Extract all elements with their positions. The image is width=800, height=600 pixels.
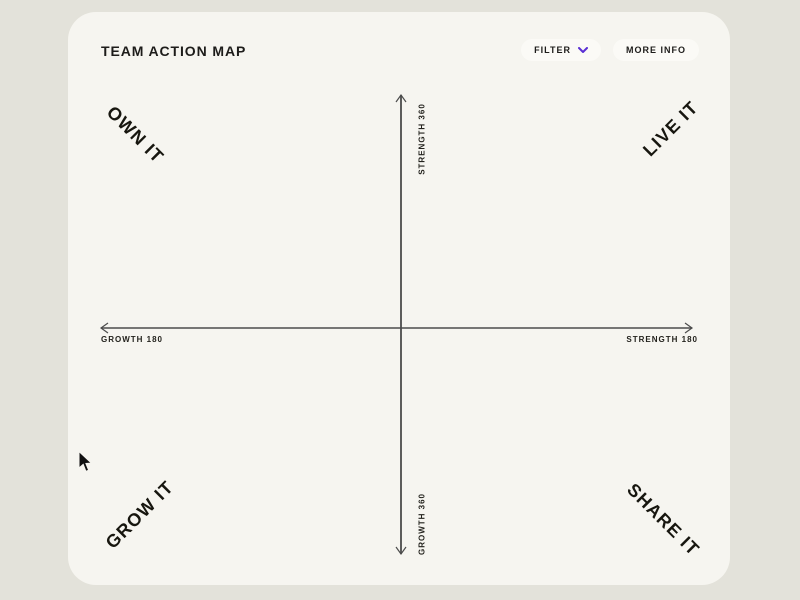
axis-label-strength-180: STRENGTH 180 [626,335,698,344]
filter-button-label: FILTER [534,45,571,55]
chevron-down-icon [578,47,588,53]
quadrant-axes [99,93,694,556]
toolbar: FILTER MORE INFO [521,39,699,61]
team-action-map-card: TEAM ACTION MAP FILTER MORE INFO STRENGT… [68,12,730,585]
axis-label-strength-360: STRENGTH 360 [417,103,427,175]
axis-label-growth-360: GROWTH 360 [417,492,427,556]
page-title: TEAM ACTION MAP [101,43,247,59]
filter-button[interactable]: FILTER [521,39,601,61]
more-info-button[interactable]: MORE INFO [613,39,699,61]
axis-label-growth-180: GROWTH 180 [101,335,164,344]
more-info-button-label: MORE INFO [626,45,686,55]
